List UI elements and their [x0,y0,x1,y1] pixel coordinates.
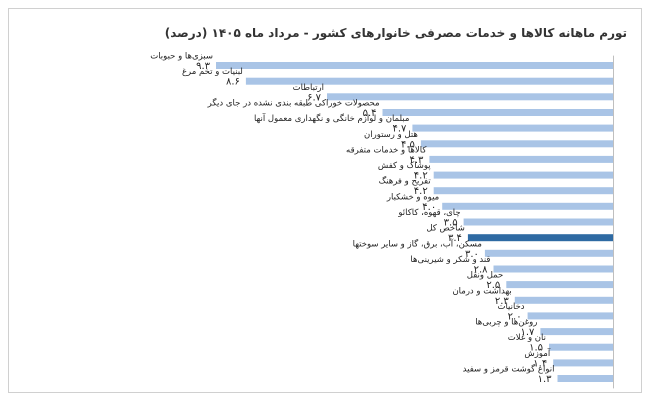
category-label: چای، قهوه، کاکائو [397,208,460,218]
category-label: کالاها و خدمات متفرقه [346,145,427,155]
category-label: لبنیات و تخم مرغ [182,67,243,77]
category-label: دخانیات [497,302,524,312]
value-label: ۱.۵ [529,343,543,354]
bar [557,375,613,382]
bar [245,77,613,85]
category-label: سبزی‌ها و حبوبات [150,52,213,62]
bar [540,328,613,336]
bar [327,93,613,101]
bar [382,109,613,116]
value-label: ۱.۷ [520,327,535,338]
bar [493,265,613,273]
bar [506,281,613,289]
bar [467,234,613,242]
value-label: ۶.۷ [307,92,322,103]
value-label: ۲.۰ [508,311,522,322]
bar [216,62,613,69]
category-label: انواع گوشت قرمز و سفید [463,364,555,375]
bar [484,249,613,257]
value-label: ۴.۰ [422,202,436,213]
value-label: ۴.۷ [392,124,407,135]
bar [442,202,613,210]
category-label: میوه و خشکبار [386,192,439,202]
category-label: روغن‌ها و چربی‌ها [475,318,537,328]
category-label: بهداشت و درمان [452,286,511,296]
category-label: شاخص کل [426,224,465,234]
bar [433,171,613,179]
category-label: نان و غلات [508,333,546,343]
value-label: ۱.۴ [533,358,547,369]
category-label: مبلمان و لوازم خانگی و نگهداری معمول آنه… [254,112,409,124]
bar [553,359,613,367]
bar [463,218,613,226]
value-label: ۳.۵ [444,218,458,229]
value-label: ۲.۳ [495,296,510,307]
value-label: ۹.۳ [196,61,211,72]
bar [429,155,613,163]
category-label: مسکن، آب، برق، گاز و سایر سوختها [353,237,482,249]
category-label: قند و شکر و شیرینی‌ها [410,255,490,265]
category-label: تفریح و فرهنگ [379,176,432,187]
category-label: ارتباطات [293,83,324,93]
bar [412,124,613,132]
category-label: هتل و رستوران [364,130,418,140]
chart-title: تورم ماهانه کالاها و خدمات مصرفی خانواره… [164,26,627,40]
chart-frame: تورم ماهانه کالاها و خدمات مصرفی خانواره… [8,8,642,393]
value-label: ۱.۳ [538,374,553,385]
category-label: پوشاک و کفش [378,161,431,171]
value-label: ۴.۳ [409,155,424,166]
value-label: ۲.۸ [474,265,489,276]
value-label: ۳.۴ [448,233,462,244]
bar [514,296,613,304]
bar [433,187,613,195]
value-label: ۴.۲ [414,171,428,182]
category-label: حمل ونقل [467,271,504,281]
bar [420,140,613,148]
value-label: ۳.۰ [465,249,479,260]
bar [527,312,613,320]
value-label: ۴.۲ [414,186,428,197]
category-label: محصولات خوراکی طبقه بندی نشده در جای دیگ… [207,98,380,109]
value-label: ۸.۶ [226,77,240,88]
category-label: آموزش [524,347,550,359]
value-label: ۲.۵ [486,280,500,291]
value-label: ۴.۵ [401,139,415,150]
bar [549,343,613,351]
value-label: ۵.۴ [363,108,377,119]
